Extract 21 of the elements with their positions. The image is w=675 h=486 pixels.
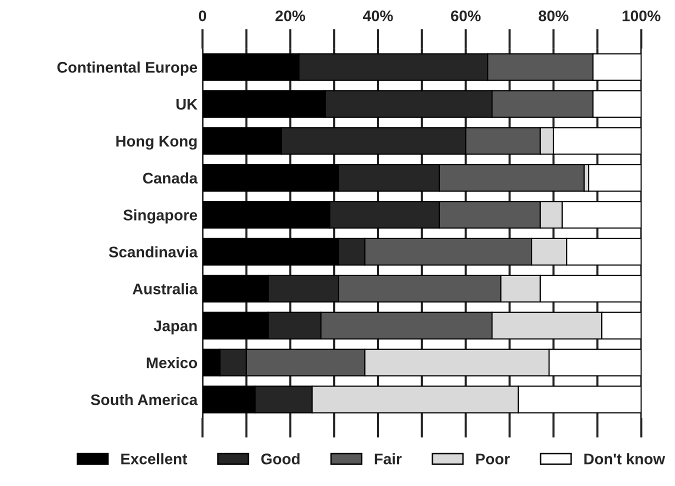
y-tick-label: Japan: [154, 320, 197, 334]
y-tick-label: Australia: [132, 283, 198, 294]
y-tick-label: South America: [90, 394, 198, 406]
y-tick-label: Mexico: [146, 357, 198, 368]
legend-label: Good: [261, 453, 300, 464]
legend-label: Poor: [476, 454, 510, 464]
x-tick-label: 40%: [362, 10, 393, 22]
legend-label: Fair: [374, 453, 402, 464]
y-tick-label: Singapore: [123, 209, 198, 224]
y-tick-label: Hong Kong: [116, 136, 197, 150]
y-tick-label: Canada: [143, 172, 198, 184]
y-tick-label: Continental Europe: [57, 62, 198, 76]
legend-label: Excellent: [121, 453, 188, 464]
y-tick-label: UK: [176, 99, 198, 110]
x-tick-label: 80%: [538, 10, 568, 22]
x-tick-label: 100%: [622, 10, 660, 22]
x-tick-label: 60%: [451, 10, 481, 22]
legend-label: Don't know: [584, 453, 666, 464]
x-tick-label: 0: [198, 10, 206, 22]
y-tick-label: Scandinavia: [108, 246, 198, 258]
x-tick-label: 20%: [275, 10, 306, 22]
